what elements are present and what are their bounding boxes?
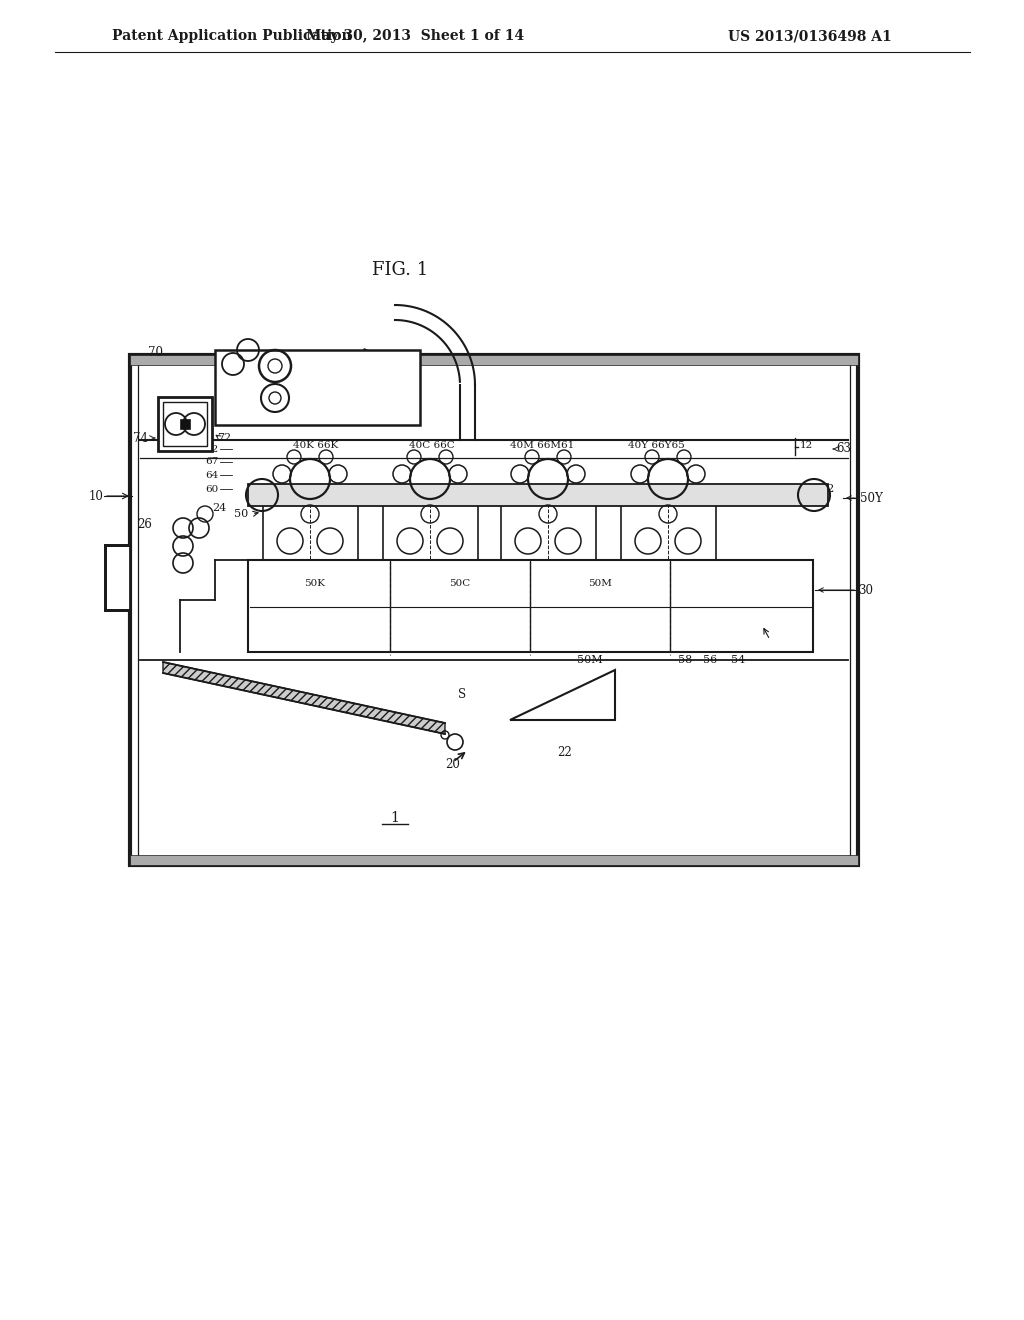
Text: 50K: 50K (304, 579, 326, 589)
Text: 50C: 50C (450, 579, 471, 589)
Text: 63: 63 (836, 442, 851, 455)
Bar (105, 545, 130, 610)
Text: 50Y: 50Y (860, 491, 883, 504)
Bar (501, 491, 596, 564)
Text: 30: 30 (858, 583, 873, 597)
Text: 58: 58 (678, 655, 692, 665)
Bar (138, 363, 850, 857)
Text: 40Y 66Y65: 40Y 66Y65 (628, 441, 684, 450)
Text: 40K 66K: 40K 66K (293, 441, 339, 450)
Bar (621, 491, 716, 564)
Text: 64: 64 (205, 470, 218, 479)
Text: 80: 80 (232, 352, 247, 362)
Text: 22: 22 (558, 746, 572, 759)
Text: 74: 74 (133, 432, 148, 445)
Text: 52: 52 (820, 484, 835, 494)
Text: 40M 66M61: 40M 66M61 (510, 441, 574, 450)
Text: 12: 12 (800, 441, 813, 450)
Bar (215, 350, 420, 425)
Text: 54: 54 (731, 655, 745, 665)
Text: 67: 67 (205, 458, 218, 466)
Bar (383, 491, 478, 564)
Text: 24: 24 (212, 503, 226, 513)
Text: 60: 60 (205, 484, 218, 494)
Text: 72: 72 (217, 433, 231, 444)
Text: 62: 62 (205, 445, 218, 454)
Bar (180, 418, 190, 429)
Text: 50: 50 (233, 510, 248, 519)
Bar (163, 403, 207, 446)
Text: 50M: 50M (588, 579, 612, 589)
Bar (130, 355, 858, 865)
Bar (130, 855, 858, 865)
Bar (130, 355, 858, 366)
Text: 26: 26 (137, 519, 152, 532)
Text: 20: 20 (445, 759, 461, 771)
Text: 82: 82 (292, 401, 306, 411)
Text: 10: 10 (88, 490, 103, 503)
Text: Patent Application Publication: Patent Application Publication (112, 29, 351, 44)
Text: 70: 70 (148, 346, 163, 359)
Bar (248, 560, 813, 652)
Text: 56: 56 (702, 655, 717, 665)
Text: S: S (458, 689, 466, 701)
Bar (248, 484, 828, 506)
Polygon shape (163, 663, 445, 734)
Text: May 30, 2013  Sheet 1 of 14: May 30, 2013 Sheet 1 of 14 (306, 29, 524, 44)
Text: US 2013/0136498 A1: US 2013/0136498 A1 (728, 29, 892, 44)
Text: 40C 66C: 40C 66C (410, 441, 455, 450)
Text: FIG. 1: FIG. 1 (372, 261, 428, 279)
Bar (263, 491, 358, 564)
Text: 50M: 50M (578, 655, 603, 665)
Bar (158, 397, 212, 451)
Text: 1: 1 (390, 810, 399, 825)
